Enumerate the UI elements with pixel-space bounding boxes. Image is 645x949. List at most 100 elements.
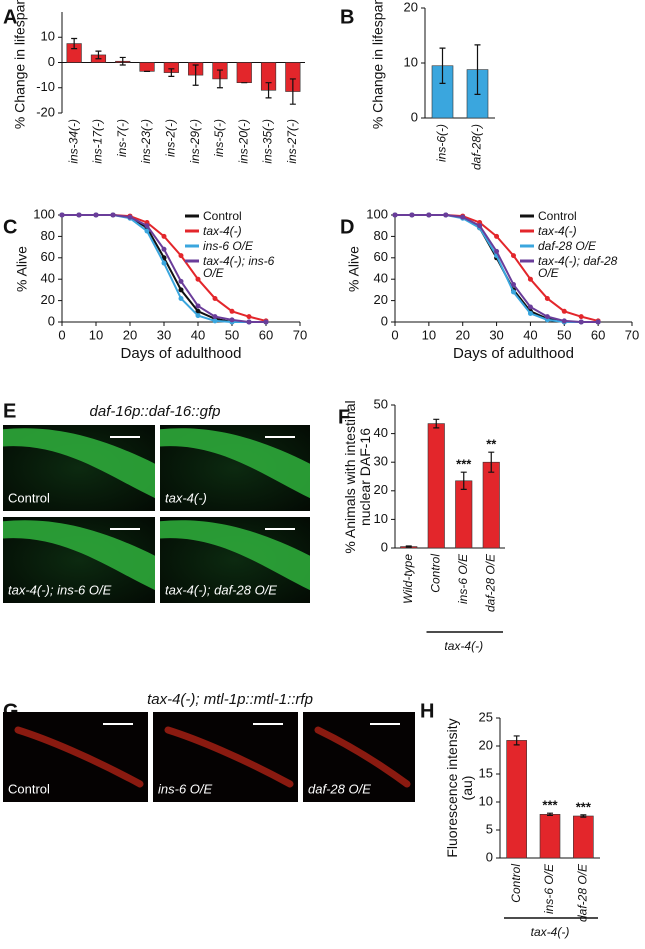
point bbox=[229, 308, 235, 314]
x-tick-label: Wild-type bbox=[401, 554, 415, 604]
error-bar bbox=[474, 44, 481, 95]
micrograph-label: Control bbox=[8, 781, 50, 796]
significance: *** bbox=[576, 799, 592, 814]
y-tick-label: 25 bbox=[479, 709, 493, 724]
legend-label: Control bbox=[538, 209, 577, 223]
x-tick-label: 30 bbox=[489, 327, 503, 342]
y-axis-label: % Change in lifespan bbox=[11, 0, 28, 129]
y-tick-label: -20 bbox=[36, 104, 55, 119]
panel-letter: H bbox=[420, 700, 434, 722]
y-tick-label: 10 bbox=[404, 54, 418, 69]
x-tick-label: 60 bbox=[591, 327, 605, 342]
point bbox=[246, 319, 252, 325]
bar bbox=[236, 62, 252, 84]
point bbox=[460, 214, 466, 220]
y-tick-label: 40 bbox=[374, 425, 388, 440]
y-tick-label: 0 bbox=[486, 849, 493, 864]
error-bar bbox=[513, 735, 520, 746]
point bbox=[511, 282, 516, 288]
y-tick-label: 0 bbox=[48, 54, 55, 69]
x-tick-label: 10 bbox=[89, 327, 103, 342]
point bbox=[212, 295, 218, 301]
x-axis-label: Days of adulthood bbox=[121, 345, 242, 362]
worm bbox=[160, 428, 310, 499]
x-tick-label: ins-35(-) bbox=[261, 119, 275, 164]
legend-label: tax-4(-) bbox=[203, 224, 242, 238]
micrograph-label: tax-4(-); daf-28 O/E bbox=[165, 582, 277, 597]
point bbox=[595, 319, 601, 325]
x-tick-label: Control bbox=[509, 864, 523, 903]
point bbox=[178, 253, 184, 259]
group-label: tax-4(-) bbox=[444, 639, 483, 653]
error-bar bbox=[71, 37, 78, 50]
error-bar bbox=[547, 812, 553, 817]
y-axis-label: % Change in lifespan bbox=[369, 0, 386, 130]
point bbox=[76, 212, 82, 218]
y-tick-label: 10 bbox=[374, 511, 388, 526]
x-tick-label: ins-6 O/E bbox=[456, 553, 470, 604]
x-tick-label: 20 bbox=[123, 327, 137, 342]
x-tick-label: ins-5(-) bbox=[212, 119, 226, 157]
worm bbox=[160, 520, 310, 591]
y-tick-label: 15 bbox=[479, 765, 493, 780]
point bbox=[144, 228, 150, 234]
point bbox=[561, 308, 567, 314]
legend-label: tax-4(-); daf-28 O/E bbox=[538, 254, 618, 280]
y-tick-label: 20 bbox=[374, 482, 388, 497]
point bbox=[494, 248, 500, 254]
point bbox=[426, 212, 432, 218]
point bbox=[544, 295, 550, 301]
error-bar bbox=[289, 78, 296, 105]
point bbox=[178, 295, 184, 301]
y-tick-label: 100 bbox=[33, 206, 55, 221]
x-tick-label: ins-34(-) bbox=[66, 119, 80, 164]
y-tick-label: 20 bbox=[404, 0, 418, 14]
micrograph-label: tax-4(-) bbox=[165, 490, 207, 505]
error-bar bbox=[119, 56, 126, 66]
point bbox=[578, 319, 584, 325]
error-bar bbox=[439, 47, 446, 84]
y-axis-label: % Alive bbox=[345, 245, 362, 292]
x-axis-label: Days of adulthood bbox=[453, 345, 574, 362]
legend-label: daf-28 O/E bbox=[538, 239, 597, 253]
x-tick-label: 50 bbox=[557, 327, 571, 342]
y-tick-label: 80 bbox=[41, 228, 55, 243]
y-tick-label: 60 bbox=[374, 249, 388, 264]
worm bbox=[14, 726, 144, 788]
bar bbox=[427, 423, 445, 549]
y-axis-label: % Animals with intestinal nuclear DAF-16 bbox=[342, 399, 373, 554]
x-tick-label: daf-28 O/E bbox=[483, 553, 497, 612]
panel-letter: A bbox=[3, 6, 17, 28]
point bbox=[161, 233, 167, 239]
x-tick-label: daf-28(-) bbox=[470, 124, 484, 170]
micrograph-label: Control bbox=[8, 490, 50, 505]
error-bar bbox=[405, 545, 412, 548]
y-tick-label: 80 bbox=[374, 228, 388, 243]
point bbox=[511, 253, 516, 259]
y-tick-label: 20 bbox=[374, 292, 388, 307]
micrograph-title: daf-16p::daf-16::gfp bbox=[90, 403, 221, 420]
panel-letter: B bbox=[340, 6, 354, 28]
y-tick-label: 60 bbox=[41, 249, 55, 264]
point bbox=[178, 278, 184, 284]
significance: ** bbox=[486, 437, 497, 452]
point bbox=[144, 223, 150, 229]
x-tick-label: 70 bbox=[625, 327, 639, 342]
point bbox=[561, 318, 567, 324]
legend-label: tax-4(-) bbox=[538, 224, 577, 238]
y-tick-label: 20 bbox=[479, 737, 493, 752]
x-tick-label: Control bbox=[428, 554, 442, 593]
x-tick-label: 20 bbox=[455, 327, 469, 342]
bar bbox=[482, 461, 500, 549]
point bbox=[110, 212, 116, 218]
group-label: tax-4(-) bbox=[531, 925, 570, 939]
y-tick-label: 10 bbox=[41, 29, 55, 44]
legend-label: Control bbox=[203, 209, 242, 223]
point bbox=[443, 212, 449, 218]
y-tick-label: 40 bbox=[41, 271, 55, 286]
significance: *** bbox=[542, 798, 558, 813]
worm bbox=[3, 520, 155, 591]
bar bbox=[506, 740, 527, 859]
x-tick-label: ins-7(-) bbox=[115, 119, 129, 157]
